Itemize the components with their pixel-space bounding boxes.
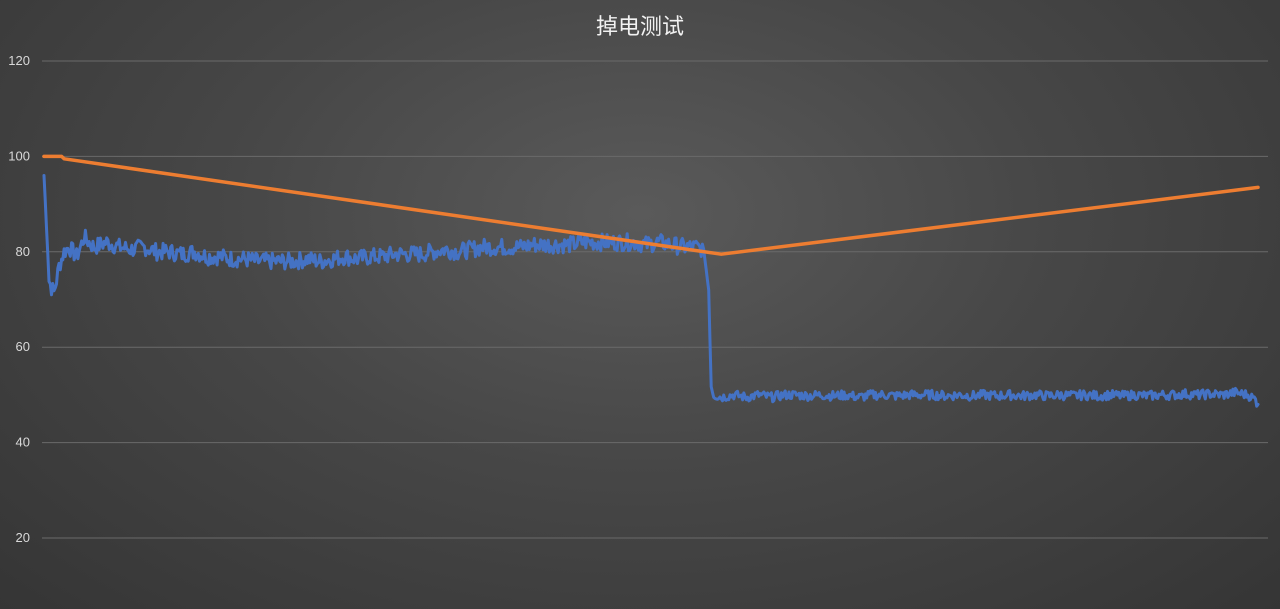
series-line-orange bbox=[42, 154, 1260, 256]
y-tick-label: 100 bbox=[8, 148, 30, 163]
series-lines bbox=[42, 154, 1260, 408]
y-axis-ticks: 20 40 60 80 100 120 bbox=[8, 53, 30, 545]
y-tick-label: 20 bbox=[16, 530, 30, 545]
y-tick-label: 80 bbox=[16, 244, 30, 259]
gridlines bbox=[42, 60, 1268, 539]
chart-title: 掉电测试 bbox=[596, 15, 684, 40]
y-tick-label: 60 bbox=[16, 339, 30, 354]
y-tick-label: 120 bbox=[8, 53, 30, 68]
y-tick-label: 40 bbox=[16, 435, 30, 450]
series-line-blue bbox=[42, 174, 1260, 408]
